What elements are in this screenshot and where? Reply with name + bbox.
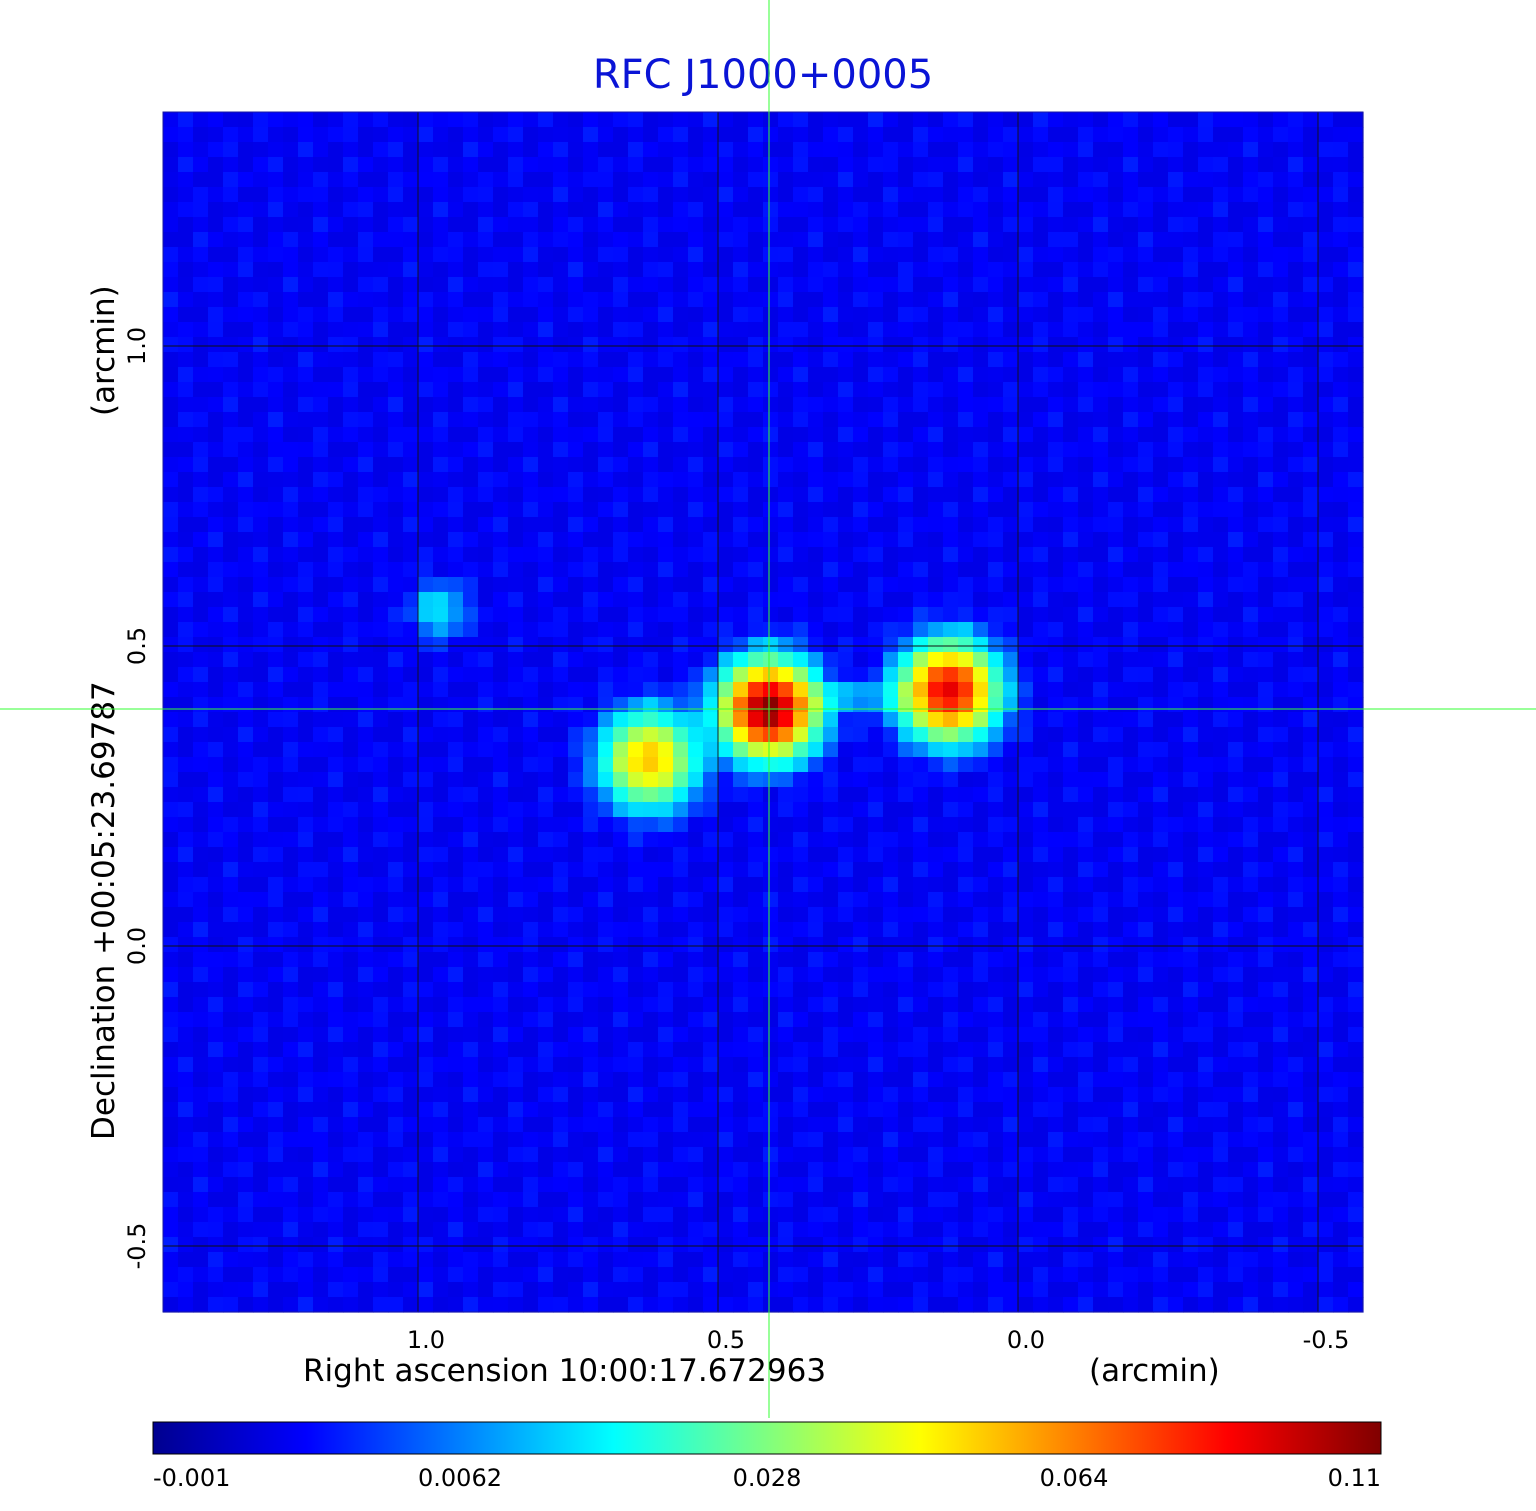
colorbar-tick-label: 0.064 — [1040, 1464, 1109, 1492]
x-axis-unit: (arcmin) — [1089, 1353, 1220, 1389]
x-tick-label: 1.0 — [407, 1326, 445, 1354]
colorbar-tick-label: -0.001 — [153, 1464, 230, 1492]
y-tick-label: 0.5 — [123, 627, 151, 665]
y-tick-label: 0.0 — [123, 927, 151, 965]
plot-frame — [162, 111, 1364, 1313]
x-tick-label: 0.0 — [1007, 1326, 1045, 1354]
colorbar-tick-label: 0.11 — [1328, 1464, 1381, 1492]
axis-labels: Right ascension 10:00:17.672963 (arcmin) D… — [86, 285, 1220, 1389]
y-axis-label: Declination +00:05:23.69787 — [86, 681, 122, 1140]
y-tick-label: 1.0 — [123, 327, 151, 365]
y-tick-label: -0.5 — [123, 1223, 151, 1270]
chart-title: RFC J1000+0005 — [592, 52, 934, 98]
colorbar-tick-label: 0.028 — [733, 1464, 802, 1492]
y-axis-unit: (arcmin) — [86, 285, 122, 416]
x-axis-label: Right ascension 10:00:17.672963 — [303, 1353, 826, 1389]
colorbar — [152, 1421, 1382, 1455]
grid-lines — [163, 112, 1363, 1312]
tick-labels: 1.0 0.5 0.0 -0.5 1.0 0.5 0.0 -0.5 — [123, 327, 1349, 1354]
heatmap-image — [163, 112, 1364, 1313]
x-tick-label: -0.5 — [1303, 1326, 1350, 1354]
crosshair — [0, 0, 1536, 1418]
colorbar-tick-label: 0.0062 — [418, 1464, 502, 1492]
x-tick-label: 0.5 — [707, 1326, 745, 1354]
colorbar-tick-labels: -0.001 0.0062 0.028 0.064 0.11 — [153, 1464, 1381, 1492]
